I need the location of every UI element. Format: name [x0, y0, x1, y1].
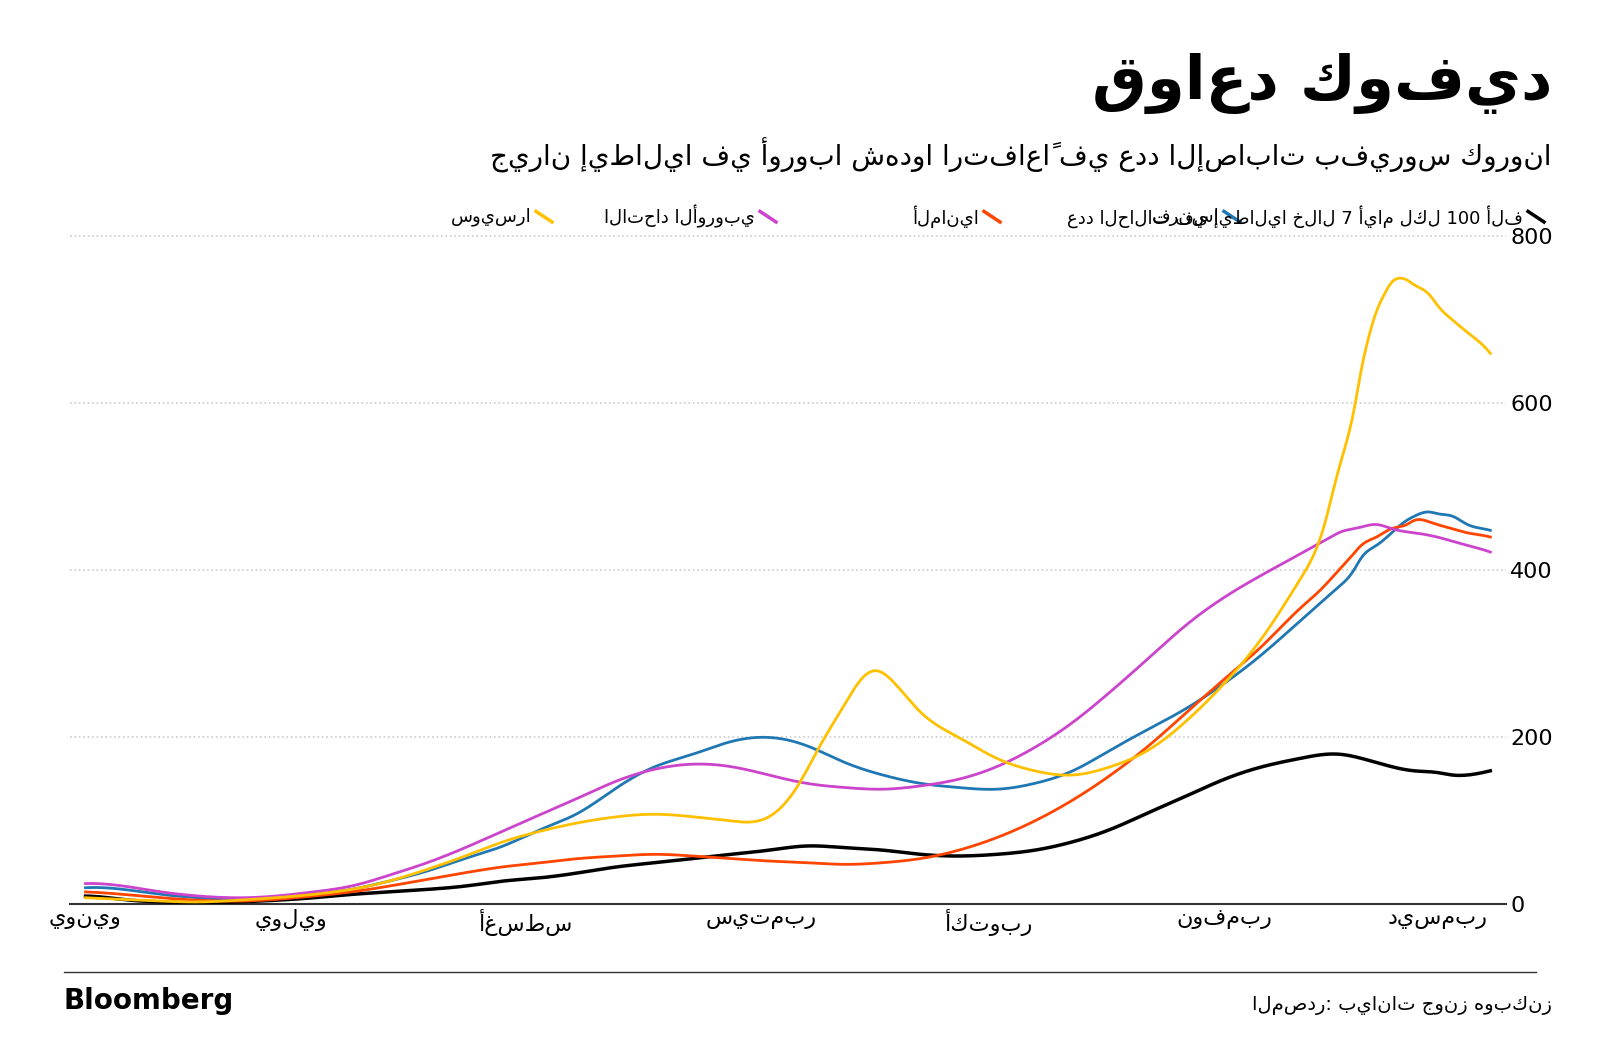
Text: ألمانيا: ألمانيا [912, 205, 979, 228]
Text: الاتحاد الأوروبي: الاتحاد الأوروبي [605, 205, 755, 228]
Text: سويسرا: سويسرا [451, 207, 531, 226]
Text: جيران إيطاليا في أوروبا شهدوا ارتفاعاً في عدد الإصابات بفيروس كورونا: جيران إيطاليا في أوروبا شهدوا ارتفاعاً ف… [491, 137, 1552, 173]
Text: المصدر: بيانات جونز هوبكنز: المصدر: بيانات جونز هوبكنز [1253, 996, 1552, 1015]
Text: فرنسا: فرنسا [1152, 207, 1219, 226]
Text: عدد الحالات في إيطاليا خلال 7 أيام لكل 100 ألف: عدد الحالات في إيطاليا خلال 7 أيام لكل 1… [1067, 205, 1523, 228]
Text: قواعد كوفيد: قواعد كوفيد [1091, 53, 1552, 114]
Text: Bloomberg: Bloomberg [64, 987, 234, 1015]
